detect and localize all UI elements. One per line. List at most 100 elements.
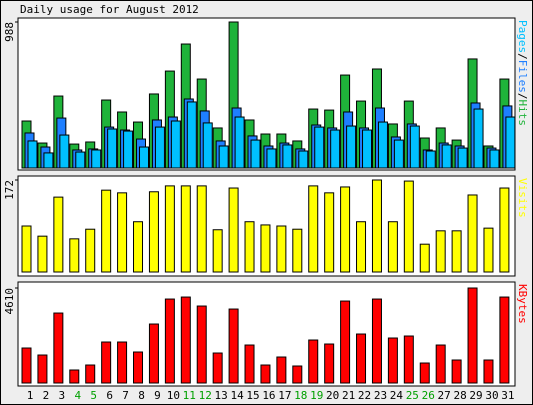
x-tick-label: 15 — [246, 389, 259, 402]
x-tick-label: 21 — [342, 389, 355, 402]
bar — [473, 108, 484, 169]
x-tick-label: 28 — [453, 389, 466, 402]
x-tick-label: 19 — [310, 389, 323, 402]
y-tick-label: 4610 — [3, 288, 16, 315]
bar — [467, 287, 478, 384]
bar — [276, 225, 287, 273]
bar — [505, 116, 516, 169]
x-tick-label: 20 — [326, 389, 339, 402]
bar — [37, 354, 48, 384]
bar — [85, 228, 96, 273]
bar — [228, 187, 239, 273]
bar — [117, 192, 128, 273]
legend-entry: Hits — [516, 100, 529, 127]
bar — [260, 364, 271, 384]
x-tick-label: 10 — [167, 389, 180, 402]
bar — [164, 185, 175, 273]
bar — [298, 150, 309, 169]
legend-entry: Files — [516, 60, 529, 93]
bar — [403, 335, 414, 384]
legend-separator: / — [516, 53, 529, 60]
x-tick-label: 14 — [230, 389, 244, 402]
bar — [451, 359, 462, 384]
x-tick-label: 3 — [59, 389, 66, 402]
bar — [234, 116, 245, 169]
bar — [244, 344, 255, 384]
bar — [196, 305, 207, 384]
bar — [37, 235, 48, 273]
x-tick-label: 1 — [27, 389, 34, 402]
legend: KBytes — [516, 284, 529, 324]
legend: Visits — [516, 178, 529, 218]
bar — [164, 298, 175, 384]
bar — [489, 149, 500, 169]
bar — [69, 238, 80, 273]
bar — [340, 300, 351, 384]
bar — [69, 369, 80, 384]
bar — [202, 122, 213, 169]
bar — [324, 343, 335, 384]
bar — [260, 224, 271, 273]
y-tick-label: 988 — [3, 22, 16, 42]
bar — [419, 243, 430, 273]
bar — [387, 337, 398, 384]
bar — [371, 298, 382, 384]
bar — [308, 185, 319, 273]
bar — [387, 221, 398, 273]
bar — [483, 227, 494, 273]
bar — [180, 185, 191, 273]
legend-entry: Visits — [516, 178, 529, 218]
bar — [133, 351, 144, 384]
bar — [244, 221, 255, 273]
bar — [483, 359, 494, 384]
bar — [101, 189, 112, 273]
bar — [419, 362, 430, 384]
bar — [148, 323, 159, 384]
bar — [53, 196, 64, 273]
chart-title: Daily usage for August 2012 — [20, 3, 199, 16]
bar — [212, 229, 223, 273]
x-tick-label: 23 — [374, 389, 387, 402]
legend: Pages/Files/Hits — [516, 20, 529, 126]
bar — [43, 152, 54, 169]
bar — [107, 128, 118, 169]
bar — [266, 148, 277, 169]
bar — [451, 230, 462, 273]
bar — [117, 341, 128, 384]
x-tick-label: 9 — [154, 389, 161, 402]
bar — [499, 296, 510, 384]
bar — [330, 129, 341, 169]
bar — [457, 147, 468, 169]
bar — [228, 308, 239, 384]
x-tick-label: 12 — [199, 389, 212, 402]
x-tick-label: 30 — [485, 389, 498, 402]
x-tick-label: 8 — [138, 389, 145, 402]
bar — [314, 126, 325, 169]
bar — [425, 150, 436, 169]
x-tick-label: 16 — [262, 389, 275, 402]
bar — [186, 101, 197, 169]
bar — [377, 121, 388, 169]
x-tick-label: 4 — [74, 389, 81, 402]
x-tick-label: 29 — [469, 389, 482, 402]
bar — [59, 134, 70, 169]
bar — [403, 180, 414, 273]
x-tick-label: 5 — [90, 389, 97, 402]
legend-entry: KBytes — [516, 284, 529, 324]
bar — [409, 125, 420, 169]
bar — [292, 228, 303, 273]
bar — [91, 149, 102, 169]
bar — [467, 194, 478, 273]
bar — [218, 145, 229, 169]
x-tick-label: 2 — [43, 389, 50, 402]
x-tick-label: 24 — [390, 389, 404, 402]
bar — [371, 179, 382, 273]
x-tick-label: 27 — [438, 389, 451, 402]
bar — [356, 333, 367, 384]
bar — [276, 356, 287, 384]
x-tick-label: 26 — [422, 389, 435, 402]
x-tick-label: 18 — [294, 389, 307, 402]
bar — [53, 312, 64, 384]
bar — [292, 365, 303, 384]
